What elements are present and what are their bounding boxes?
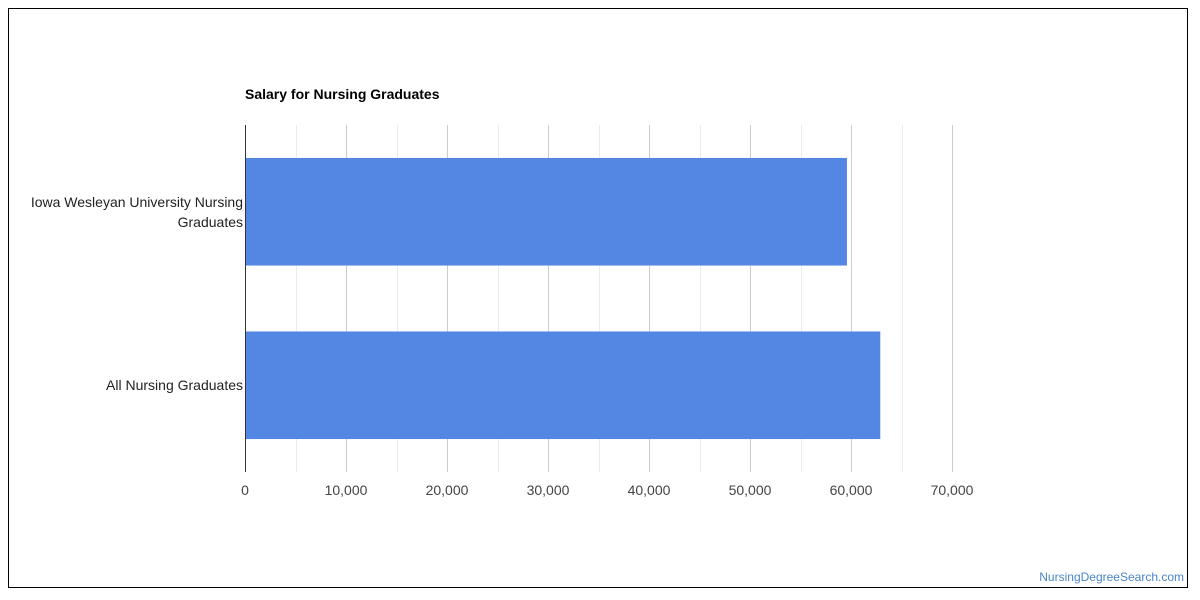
- x-tick-label: 50,000: [729, 482, 772, 498]
- category-label: Iowa Wesleyan University Nursing Graduat…: [30, 193, 243, 230]
- x-tick-label: 60,000: [830, 482, 873, 498]
- bar-layer: [245, 157, 881, 440]
- x-tick-label: 30,000: [527, 482, 570, 498]
- watermark-link[interactable]: NursingDegreeSearch.com: [1039, 570, 1184, 584]
- x-tick-label: 70,000: [931, 482, 974, 498]
- chart-frame: [8, 8, 1188, 588]
- category-label: All Nursing Graduates: [106, 377, 243, 394]
- bar-1[interactable]: [245, 157, 847, 266]
- x-tick-label: 40,000: [628, 482, 671, 498]
- x-tick-label: 0: [241, 482, 249, 498]
- chart-title: Salary for Nursing Graduates: [245, 86, 440, 102]
- bar-2[interactable]: [245, 331, 881, 440]
- x-tick-label: 20,000: [426, 482, 469, 498]
- x-tick-label: 10,000: [325, 482, 368, 498]
- tick-label-layer: 0 10,000 20,000 30,000 40,000 50,000 60,000 70,…: [241, 482, 974, 498]
